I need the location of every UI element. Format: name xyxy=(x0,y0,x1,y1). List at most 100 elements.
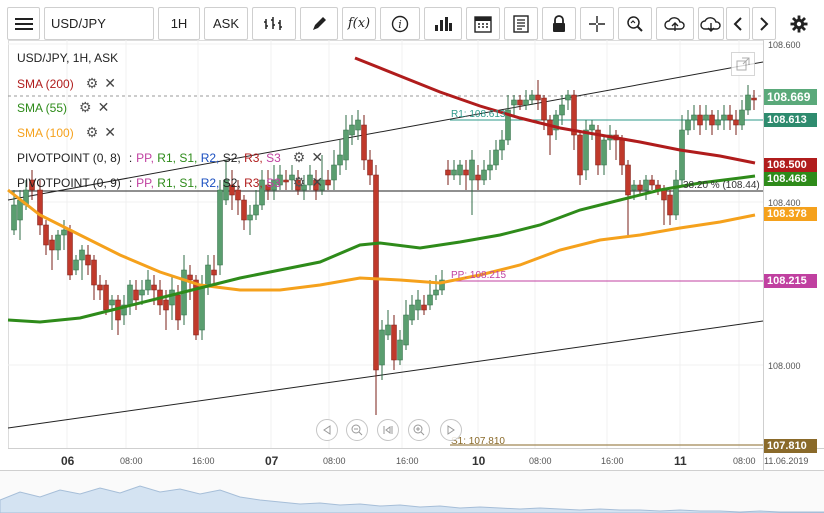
volume-button[interactable] xyxy=(424,7,462,40)
volume-icon xyxy=(435,16,452,31)
candle-body xyxy=(211,269,217,276)
candle-body xyxy=(169,289,175,306)
close-icon[interactable]: ✕ xyxy=(311,149,324,165)
candle-body xyxy=(559,104,565,116)
pan-left-button[interactable] xyxy=(316,419,338,441)
lock-button[interactable] xyxy=(542,7,576,40)
candle-body xyxy=(247,214,253,221)
candle-body xyxy=(199,284,205,331)
x-date-label: 11.06.2019 xyxy=(764,456,809,466)
close-icon[interactable]: ✕ xyxy=(104,75,116,91)
navigator-panel[interactable] xyxy=(0,470,824,513)
candle-body xyxy=(223,179,229,201)
pivot-s2: S2, xyxy=(222,175,241,190)
draw-tool-button[interactable] xyxy=(300,7,338,40)
candle-body xyxy=(373,174,379,371)
legend-pivot-2: PIVOTPOINT (0, 9) : PP, R1, S1, R2, S2, … xyxy=(17,174,324,190)
gear-icon[interactable]: ⚙ xyxy=(85,75,99,91)
upload-button[interactable] xyxy=(656,7,694,40)
candle-body xyxy=(499,139,505,151)
pan-right-button[interactable] xyxy=(440,419,462,441)
calendar-button[interactable] xyxy=(466,7,500,40)
candle-body xyxy=(571,94,577,136)
price-type-selector[interactable]: ASK xyxy=(204,7,248,40)
popout-icon xyxy=(736,57,750,71)
candle-body xyxy=(637,184,643,191)
indicators-button[interactable]: f(x) xyxy=(342,7,376,40)
candle-body xyxy=(55,234,61,251)
close-icon[interactable]: ✕ xyxy=(311,174,324,190)
scroll-right-button[interactable] xyxy=(752,7,776,40)
candle-body xyxy=(217,189,223,266)
candle-body xyxy=(595,129,601,166)
candle-body xyxy=(451,169,457,176)
zoom-in-button[interactable] xyxy=(408,419,430,441)
candle-body xyxy=(175,294,181,321)
candlestick-series xyxy=(11,80,757,415)
candle-body xyxy=(625,164,631,196)
crosshair-button[interactable] xyxy=(580,7,614,40)
function-icon: f(x) xyxy=(347,16,371,31)
price-type-label: ASK xyxy=(212,16,239,31)
crosshair-icon xyxy=(589,15,605,32)
candle-body xyxy=(91,259,97,286)
candle-body xyxy=(439,279,445,291)
candle-body xyxy=(427,294,433,306)
popout-button[interactable] xyxy=(731,52,755,76)
legend-sma200-label: SMA (200) xyxy=(17,76,74,91)
download-button[interactable] xyxy=(698,7,724,40)
candle-body xyxy=(547,119,553,136)
channel-lower-line xyxy=(7,320,764,429)
s1-annotation: S1: 107.810 xyxy=(451,436,505,447)
candle-body xyxy=(277,174,283,186)
legend-pivot2-label: PIVOTPOINT (0, 9) xyxy=(17,175,121,190)
price-chart[interactable] xyxy=(0,40,824,513)
symbol-selector[interactable]: USD/JPY xyxy=(44,7,154,40)
gear-icon[interactable]: ⚙ xyxy=(292,174,306,190)
lock-icon xyxy=(553,14,565,32)
x-tick: 11 xyxy=(674,454,687,468)
pivot-s1: S1, xyxy=(179,150,198,165)
sma200-line xyxy=(354,56,756,165)
candle-body xyxy=(715,119,721,126)
sma100-price-tag: 108.378 xyxy=(764,207,817,221)
chart-toolbar: USD/JPY 1H ASK f(x) i xyxy=(0,0,824,52)
candle-body xyxy=(709,114,715,126)
settings-button[interactable] xyxy=(782,7,816,40)
candle-body xyxy=(355,119,361,131)
gear-icon[interactable]: ⚙ xyxy=(79,99,92,115)
sma100-line xyxy=(7,188,756,292)
x-tick: 08:00 xyxy=(733,456,756,466)
candle-body xyxy=(745,94,751,111)
scroll-left-button[interactable] xyxy=(726,7,750,40)
notes-button[interactable] xyxy=(504,7,538,40)
menu-button[interactable] xyxy=(7,7,40,40)
close-icon[interactable]: ✕ xyxy=(104,124,116,140)
document-icon xyxy=(513,14,529,33)
candle-body xyxy=(643,179,649,191)
reset-zoom-button[interactable] xyxy=(377,419,399,441)
close-icon[interactable]: ✕ xyxy=(97,99,110,115)
gear-icon[interactable]: ⚙ xyxy=(292,149,306,165)
x-tick: 16:00 xyxy=(192,456,215,466)
candle-body xyxy=(481,169,487,181)
candle-body xyxy=(79,249,85,261)
candle-body xyxy=(541,97,547,121)
x-tick: 06 xyxy=(61,454,75,468)
chart-type-button[interactable] xyxy=(252,7,296,40)
pivot-s1: S1, xyxy=(179,175,198,190)
zoom-button[interactable] xyxy=(618,7,652,40)
calendar-icon xyxy=(474,15,492,33)
zoom-out-button[interactable] xyxy=(346,419,368,441)
legend-sma200: SMA (200) ⚙ ✕ xyxy=(17,75,116,92)
upload-icon xyxy=(664,16,685,31)
candle-body xyxy=(553,114,559,131)
info-button[interactable]: i xyxy=(380,7,420,40)
candle-body xyxy=(445,169,451,176)
candle-body xyxy=(361,124,367,161)
s1-price-tag: 107.810 xyxy=(764,439,817,453)
timeframe-selector[interactable]: 1H xyxy=(158,7,200,40)
pp-price-tag: 108.215 xyxy=(764,274,817,288)
candle-body xyxy=(619,139,625,166)
gear-icon[interactable]: ⚙ xyxy=(85,124,99,140)
